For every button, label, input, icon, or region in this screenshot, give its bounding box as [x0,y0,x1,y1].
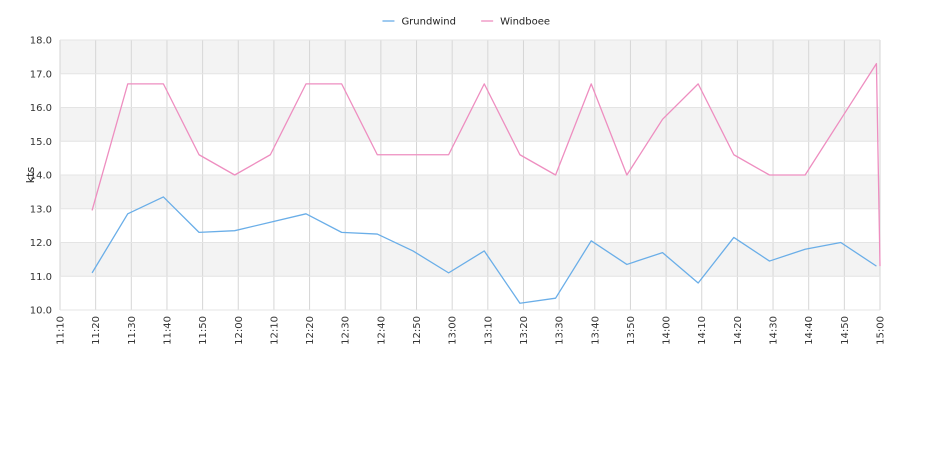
x-tick-label: 13:20 [519,316,530,345]
legend: Grundwind Windboee [382,17,550,28]
background-band [60,175,880,209]
x-tick-label: 12:30 [341,316,352,345]
y-tick-label: 15.0 [30,137,52,148]
y-tick-label: 12.0 [30,238,52,249]
x-tick-label: 14:50 [840,316,851,345]
x-tick-label: 14:10 [697,316,708,345]
y-tick-label: 11.0 [30,272,52,283]
background-band [60,208,880,243]
y-tick-label: 16.0 [30,103,52,114]
series-group [91,62,881,304]
y-axis-ticks: 10.0 11.0 12.0 13.0 14.0 15.0 16.0 17.0 18.0 [30,36,52,317]
y-tick-label: 13.0 [30,204,52,215]
x-tick-label: 11:40 [162,316,173,345]
legend-label: Grundwind [401,17,456,28]
x-tick-label: 13:00 [448,316,459,345]
x-tick-label: 14:40 [804,316,815,345]
x-tick-label: 12:50 [412,316,423,345]
x-tick-label: 14:00 [662,316,673,345]
x-tick-label: 11:50 [198,316,209,345]
x-tick-label: 11:20 [91,316,102,345]
x-tick-label: 15:00 [876,316,887,345]
x-axis-ticks: 11:10 11:20 11:30 11:40 11:50 12:00 12:10 12:20… [56,316,887,345]
grid-lines [59,39,881,311]
series-line-grundwind [91,196,877,304]
x-tick-label: 12:40 [376,316,387,345]
y-tick-label: 14.0 [30,171,52,182]
background-band [60,40,880,74]
x-tick-label: 13:30 [555,316,566,345]
x-tick-label: 11:10 [56,316,67,345]
plot-background-bands [60,40,880,310]
y-axis-label: kts [24,167,37,184]
x-tick-label: 13:40 [590,316,601,345]
x-tick-label: 14:30 [769,316,780,345]
background-band [60,141,880,175]
y-tick-label: 10.0 [30,306,52,317]
x-tick-label: 12:00 [234,316,245,345]
x-tick-label: 13:10 [483,316,494,345]
y-tick-label: 18.0 [30,36,52,47]
x-tick-label: 12:10 [269,316,280,345]
background-band [60,73,880,108]
legend-label: Windboee [500,17,550,28]
x-tick-label: 13:50 [626,316,637,345]
series-line-windboee [91,62,881,267]
x-tick-label: 11:30 [127,316,138,345]
x-tick-label: 14:20 [733,316,744,345]
background-band [60,276,880,310]
x-tick-label: 12:20 [305,316,316,345]
y-tick-label: 17.0 [30,69,52,80]
